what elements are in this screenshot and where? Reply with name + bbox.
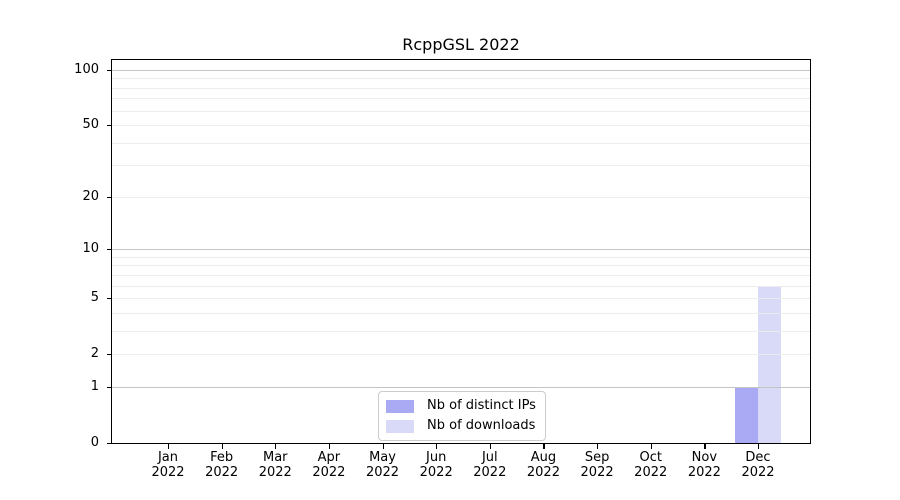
y-tick-mark: [107, 249, 112, 251]
x-tick-label: Nov 2022: [687, 450, 721, 480]
gridline-minor: [112, 298, 810, 300]
x-tick-mark: [328, 444, 331, 449]
gridline-minor: [112, 196, 810, 198]
gridline-minor: [112, 354, 810, 356]
bar: [757, 285, 781, 443]
gridline-minor: [112, 78, 810, 80]
gridline-minor: [112, 285, 810, 287]
gridline-minor: [112, 165, 810, 167]
gridline-minor: [112, 312, 810, 314]
gridline-minor: [112, 256, 810, 258]
x-tick-mark: [168, 444, 170, 449]
y-tick-label: 1: [90, 378, 99, 394]
x-tick-label: Aug 2022: [526, 450, 560, 480]
x-tick-label: Mar 2022: [258, 450, 292, 480]
y-tick-mark: [107, 196, 112, 199]
y-tick-mark: [107, 125, 112, 127]
x-tick-label: Jun 2022: [419, 450, 453, 480]
x-tick-mark: [489, 444, 491, 449]
x-tick-label: Jan 2022: [151, 450, 185, 480]
gridline-minor: [112, 87, 810, 89]
x-tick-mark: [221, 444, 223, 449]
gridline-minor: [112, 125, 810, 127]
y-tick-mark: [107, 354, 112, 356]
x-tick-label: Dec 2022: [741, 450, 775, 480]
y-tick-label: 10: [82, 241, 99, 257]
x-tick-label: Sep 2022: [580, 450, 614, 480]
y-tick-label: 100: [74, 62, 99, 77]
x-tick-mark: [275, 444, 277, 449]
gridline-minor: [112, 98, 810, 100]
x-tick-mark: [704, 444, 706, 449]
legend-item: Nb of downloads: [386, 418, 536, 434]
x-tick-mark: [650, 444, 652, 449]
y-tick-mark: [107, 70, 112, 72]
gridline-minor: [112, 265, 810, 267]
legend: Nb of distinct IPs Nb of downloads: [378, 391, 546, 441]
x-tick-label: Apr 2022: [312, 450, 346, 480]
y-tick-label: 2: [90, 346, 99, 362]
gridline-minor: [112, 274, 810, 276]
chart-title: RcppGSL 2022: [402, 35, 520, 54]
y-tick-label: 20: [82, 188, 99, 204]
y-tick-label: 5: [90, 290, 99, 306]
gridline-minor: [112, 110, 810, 112]
legend-swatch-downloads: [386, 419, 414, 433]
gridline-minor: [112, 330, 810, 332]
legend-swatch-distinct-ips: [386, 399, 414, 413]
x-tick-mark: [543, 444, 545, 449]
x-tick-mark: [757, 444, 760, 449]
x-tick-label: Oct 2022: [634, 450, 668, 480]
gridline-minor: [112, 142, 810, 144]
bar: [735, 386, 758, 443]
y-tick-mark: [107, 443, 112, 445]
gridline-major: [112, 249, 810, 251]
y-tick-mark: [107, 386, 112, 389]
legend-label: Nb of distinct IPs: [427, 398, 536, 413]
x-tick-mark: [597, 444, 599, 449]
y-tick-label: 50: [82, 117, 99, 133]
x-tick-label: Jul 2022: [473, 450, 507, 480]
y-tick-label: 0: [90, 435, 99, 450]
legend-item: Nb of distinct IPs: [386, 398, 536, 414]
x-tick-mark: [382, 444, 384, 449]
x-tick-label: May 2022: [365, 450, 400, 480]
gridline-major: [112, 70, 810, 71]
x-tick-label: Feb 2022: [205, 450, 239, 480]
x-tick-mark: [436, 444, 438, 449]
y-tick-mark: [107, 298, 112, 300]
legend-label: Nb of downloads: [427, 418, 536, 433]
gridline-major: [112, 386, 810, 388]
